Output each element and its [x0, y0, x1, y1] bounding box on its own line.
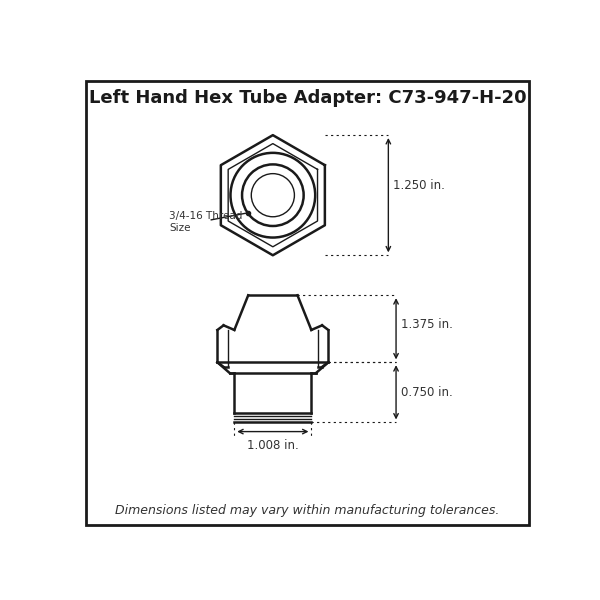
Text: 3/4-16 Thread
Size: 3/4-16 Thread Size [169, 211, 242, 233]
Text: Dimensions listed may vary within manufacturing tolerances.: Dimensions listed may vary within manufa… [115, 504, 500, 517]
Text: 0.750 in.: 0.750 in. [401, 386, 452, 399]
Text: 1.375 in.: 1.375 in. [401, 319, 452, 331]
Text: 1.008 in.: 1.008 in. [247, 439, 299, 452]
Text: 1.250 in.: 1.250 in. [393, 179, 445, 193]
Text: Left Hand Hex Tube Adapter: C73-947-H-20: Left Hand Hex Tube Adapter: C73-947-H-20 [89, 89, 526, 107]
